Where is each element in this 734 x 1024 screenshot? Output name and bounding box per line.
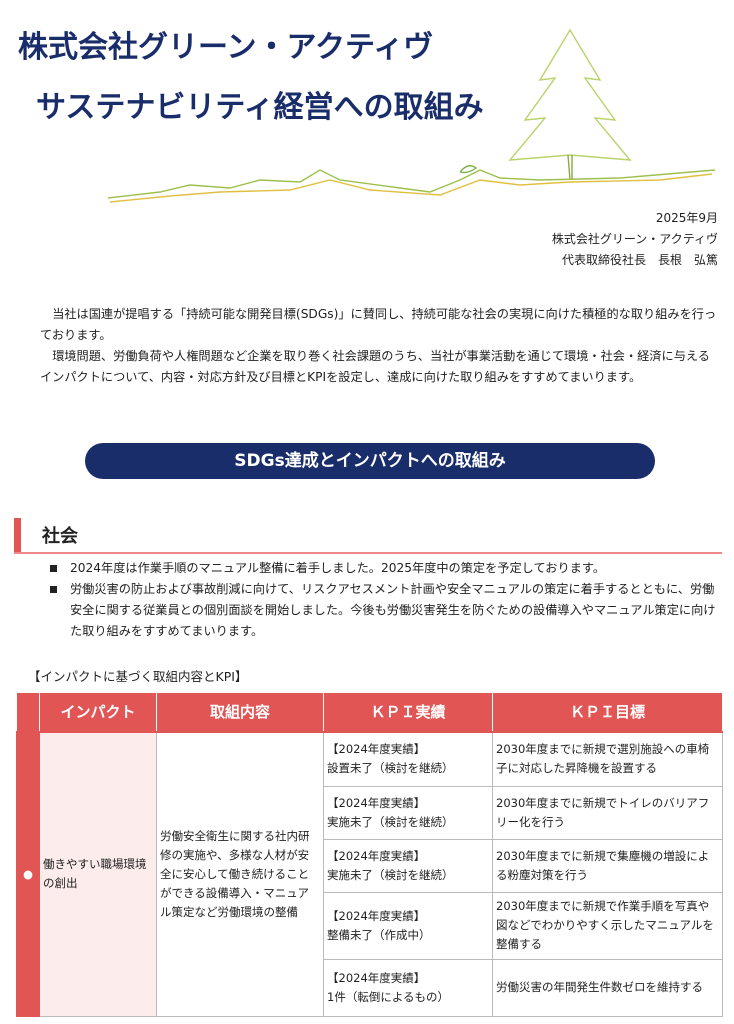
impact-cell: 働きやすい職場環境の創出 xyxy=(39,731,157,1017)
header-content: 取組内容 xyxy=(156,692,324,733)
result-label: 【2024年度実績】 xyxy=(327,848,426,863)
table-row: 【2024年度実績】実施未了（検討を継続） 2030年度までに新規でトイレのバリ… xyxy=(17,785,723,840)
header-kpi-target: ＫＰＩ目標 xyxy=(492,692,723,733)
bullet-list: 2024年度は作業手順のマニュアル整備に着手しました。2025年度中の策定を予定… xyxy=(48,558,718,642)
table-row: 【2024年度実績】 整備未了（作成中） 2030年度までに新規で作業手順を写真や… xyxy=(17,891,723,960)
title-line-2: サステナビリティ経営への取組み xyxy=(36,90,484,125)
header-impact: インパクト xyxy=(39,692,157,733)
kpi-result-cell: 【2024年度実績】 整備未了（作成中） xyxy=(323,891,493,960)
kpi-target-cell: 2030年度までに新規で選別施設への車椅子に対応した昇降機を設置する xyxy=(492,731,723,787)
bullet-item: 労働災害の防止および事故削減に向けて、リスクアセスメント計画や安全マニュアルの策… xyxy=(48,579,718,642)
company-name: 株式会社グリーン・アクティヴ xyxy=(551,232,718,246)
result-value: 1件（転倒によるもの） xyxy=(327,989,449,1004)
result-value: 実施未了（検討を継続） xyxy=(327,867,454,882)
result-label: 【2024年度実績】 xyxy=(327,795,426,810)
section-title: 社会 xyxy=(42,526,78,547)
intro-text: 当社は国連が提唱する「持続可能な開発目標(SDGs)」に賛同し、持続可能な社会の… xyxy=(40,304,720,388)
kpi-result-cell: 【2024年度実績】実施未了（検討を継続） xyxy=(323,785,493,840)
bullet-dot-icon: ● xyxy=(16,731,40,1017)
kpi-target-cell: 2030年度までに新規で集塵機の増設による粉塵対策を行う xyxy=(492,838,723,893)
tree-skyline-illustration xyxy=(107,28,716,203)
representative: 代表取締役社長 長根 弘篤 xyxy=(561,253,718,267)
result-label: 【2024年度実績】 xyxy=(327,742,426,757)
table-row: ● 働きやすい職場環境の創出 労働安全衛生に関する社内研修の実施や、多様な人材が… xyxy=(16,731,723,1017)
section-banner: SDGs達成とインパクトへの取組み xyxy=(85,443,655,479)
table-row: 【2024年度実績】 1件（転倒によるもの） 労働災害の年間発生件数ゼロを維持する xyxy=(17,958,723,1017)
kpi-target-cell: 2030年度までに新規で作業手順を写真や図などでわかりやすく示したマニュアルを整… xyxy=(492,891,723,960)
result-label: 【2024年度実績】 xyxy=(327,970,426,985)
intro-paragraph: 当社は国連が提唱する「持続可能な開発目標(SDGs)」に賛同し、持続可能な社会の… xyxy=(40,307,717,342)
table-row: 【2024年度実績】実施未了（検討を継続） 2030年度までに新規で集塵機の増設… xyxy=(17,838,723,893)
kpi-target-cell: 労働災害の年間発生件数ゼロを維持する xyxy=(492,958,723,1017)
kpi-result-cell: 【2024年度実績】設置未了（検討を継続） xyxy=(323,731,493,787)
content-cell: 労働安全衛生に関する社内研修の実施や、多様な人材が安全に安心して働き続けることが… xyxy=(156,731,324,1017)
kpi-target-cell: 2030年度までに新規でトイレのバリアフリー化を行う xyxy=(492,785,723,840)
table-caption: 【インパクトに基づく取組内容とKPI】 xyxy=(28,669,248,684)
section-accent-bar xyxy=(14,518,21,552)
kpi-result-cell: 【2024年度実績】実施未了（検討を継続） xyxy=(323,838,493,893)
kpi-table: インパクト 取組内容 ＫＰＩ実績 ＫＰＩ目標 ● 働きやすい職場環境の創出 労働… xyxy=(16,692,723,1017)
bullet-item: 2024年度は作業手順のマニュアル整備に着手しました。2025年度中の策定を予定… xyxy=(48,558,718,579)
document-meta: 2025年9月 株式会社グリーン・アクティヴ 代表取締役社長 長根 弘篤 xyxy=(552,208,718,271)
result-label: 【2024年度実績】 xyxy=(327,908,426,923)
title-line-1: 株式会社グリーン・アクティヴ xyxy=(18,30,434,65)
header-kpi-result: ＫＰＩ実績 xyxy=(323,692,493,733)
result-value: 整備未了（作成中） xyxy=(327,927,431,942)
header-marker xyxy=(16,692,40,733)
section-divider xyxy=(14,552,722,554)
table-header-row: インパクト 取組内容 ＫＰＩ実績 ＫＰＩ目標 xyxy=(16,692,723,733)
kpi-result-cell: 【2024年度実績】 1件（転倒によるもの） xyxy=(323,958,493,1017)
result-value: 設置未了（検討を継続） xyxy=(327,761,454,776)
result-value: 実施未了（検討を継続） xyxy=(327,814,454,829)
intro-paragraph: 環境問題、労働負荷や人権問題など企業を取り巻く社会課題のうち、当社が事業活動を通… xyxy=(40,349,710,384)
date: 2025年9月 xyxy=(655,211,718,225)
